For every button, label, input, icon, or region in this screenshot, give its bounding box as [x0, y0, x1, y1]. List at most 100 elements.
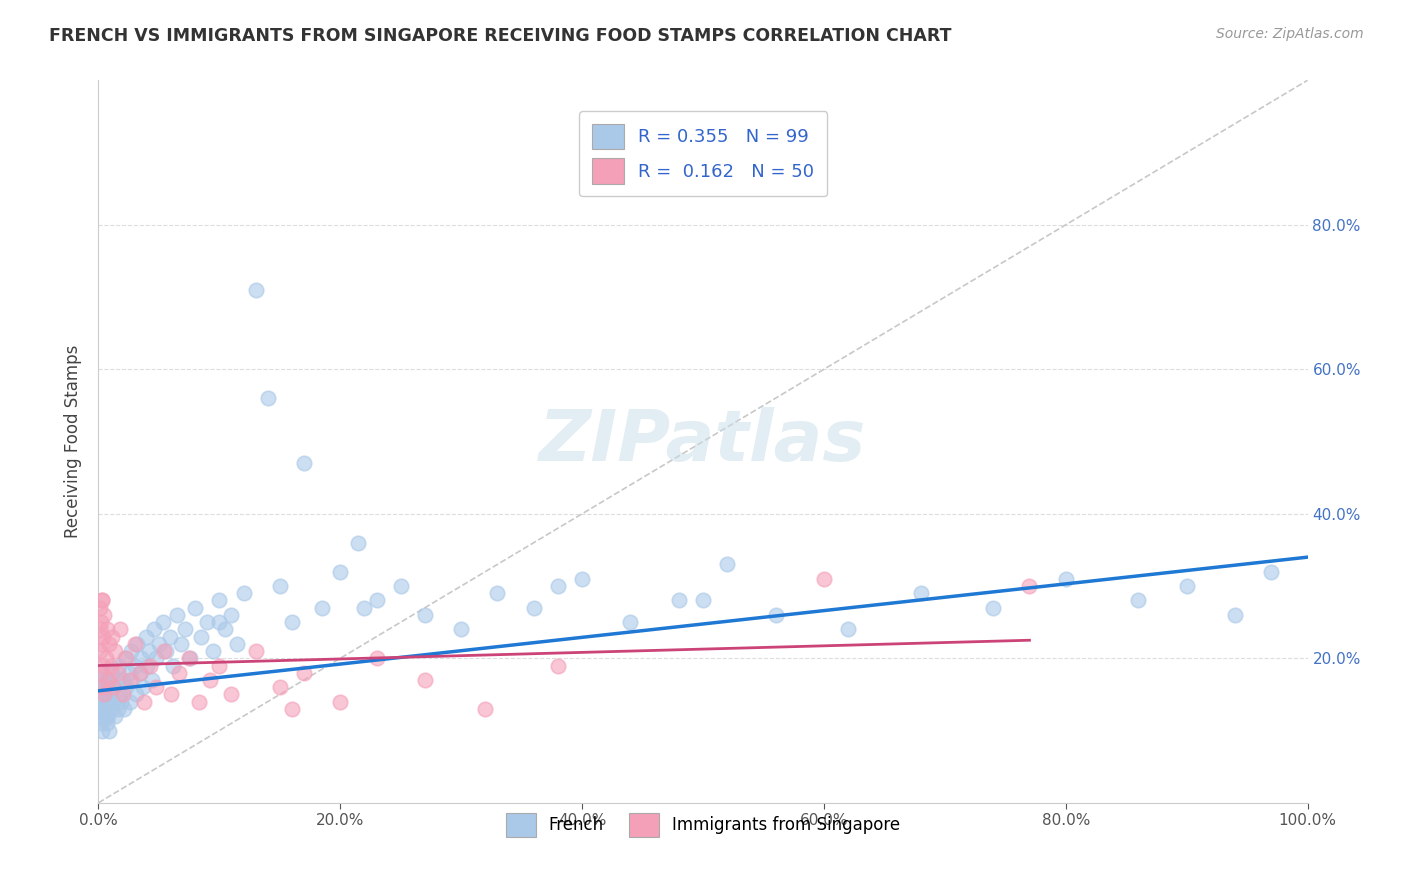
Point: [281, 615, 304, 630]
Point: [981, 600, 1004, 615]
Point: [91, 673, 114, 687]
Point: [104, 709, 127, 723]
Point: [118, 673, 141, 687]
Point: [97, 673, 120, 687]
Point: [132, 680, 155, 694]
Point: [91, 593, 114, 607]
Point: [111, 673, 134, 687]
Point: [108, 623, 131, 637]
Point: [547, 658, 569, 673]
Point: [311, 600, 333, 615]
Point: [1018, 579, 1040, 593]
Point: [90, 716, 112, 731]
Point: [93, 687, 115, 701]
Point: [127, 637, 149, 651]
Point: [547, 579, 569, 593]
Point: [716, 558, 738, 572]
Point: [366, 593, 388, 607]
Point: [1054, 572, 1077, 586]
Point: [1128, 593, 1150, 607]
Text: Source: ZipAtlas.com: Source: ZipAtlas.com: [1216, 27, 1364, 41]
Point: [100, 630, 122, 644]
Point: [115, 651, 138, 665]
Point: [98, 723, 121, 738]
Point: [226, 637, 249, 651]
Point: [571, 572, 593, 586]
Point: [121, 673, 143, 687]
Point: [256, 391, 278, 405]
Point: [269, 579, 291, 593]
Point: [148, 637, 170, 651]
Point: [269, 680, 291, 694]
Point: [281, 702, 304, 716]
Point: [232, 586, 254, 600]
Point: [134, 695, 156, 709]
Point: [813, 572, 835, 586]
Point: [94, 709, 117, 723]
Point: [152, 615, 174, 630]
Point: [152, 644, 174, 658]
Point: [91, 723, 114, 738]
Point: [145, 680, 167, 694]
Point: [100, 702, 122, 716]
Point: [139, 658, 162, 673]
Point: [366, 651, 388, 665]
Point: [159, 630, 181, 644]
Text: FRENCH VS IMMIGRANTS FROM SINGAPORE RECEIVING FOOD STAMPS CORRELATION CHART: FRENCH VS IMMIGRANTS FROM SINGAPORE RECE…: [49, 27, 952, 45]
Point: [94, 651, 117, 665]
Point: [221, 687, 243, 701]
Point: [125, 687, 148, 701]
Point: [208, 593, 231, 607]
Point: [104, 644, 127, 658]
Point: [198, 673, 221, 687]
Point: [138, 644, 160, 658]
Point: [214, 623, 236, 637]
Point: [129, 651, 152, 665]
Point: [245, 644, 267, 658]
Point: [100, 687, 122, 701]
Point: [90, 637, 112, 651]
Point: [910, 586, 932, 600]
Point: [195, 615, 218, 630]
Point: [389, 579, 412, 593]
Point: [124, 658, 146, 673]
Point: [107, 702, 129, 716]
Point: [160, 687, 183, 701]
Point: [174, 623, 197, 637]
Point: [190, 630, 212, 644]
Point: [114, 651, 136, 665]
Y-axis label: Receiving Food Stamps: Receiving Food Stamps: [65, 345, 83, 538]
Point: [105, 673, 128, 687]
Point: [91, 658, 114, 673]
Point: [837, 623, 859, 637]
Point: [93, 607, 115, 622]
Point: [93, 702, 115, 716]
Point: [91, 665, 114, 680]
Point: [1260, 565, 1282, 579]
Point: [108, 658, 131, 673]
Point: [89, 644, 111, 658]
Point: [110, 695, 132, 709]
Point: [89, 623, 111, 637]
Point: [619, 615, 641, 630]
Point: [169, 665, 191, 680]
Point: [91, 709, 114, 723]
Point: [89, 702, 111, 716]
Point: [91, 680, 114, 694]
Point: [450, 623, 472, 637]
Point: [89, 600, 111, 615]
Point: [128, 665, 150, 680]
Point: [97, 695, 120, 709]
Point: [112, 702, 135, 716]
Point: [1175, 579, 1198, 593]
Point: [292, 665, 315, 680]
Point: [135, 658, 157, 673]
Point: [91, 695, 114, 709]
Point: [179, 651, 201, 665]
Point: [89, 687, 111, 701]
Point: [94, 687, 117, 701]
Point: [120, 644, 142, 658]
Point: [96, 673, 118, 687]
Point: [765, 607, 787, 622]
Point: [329, 565, 352, 579]
